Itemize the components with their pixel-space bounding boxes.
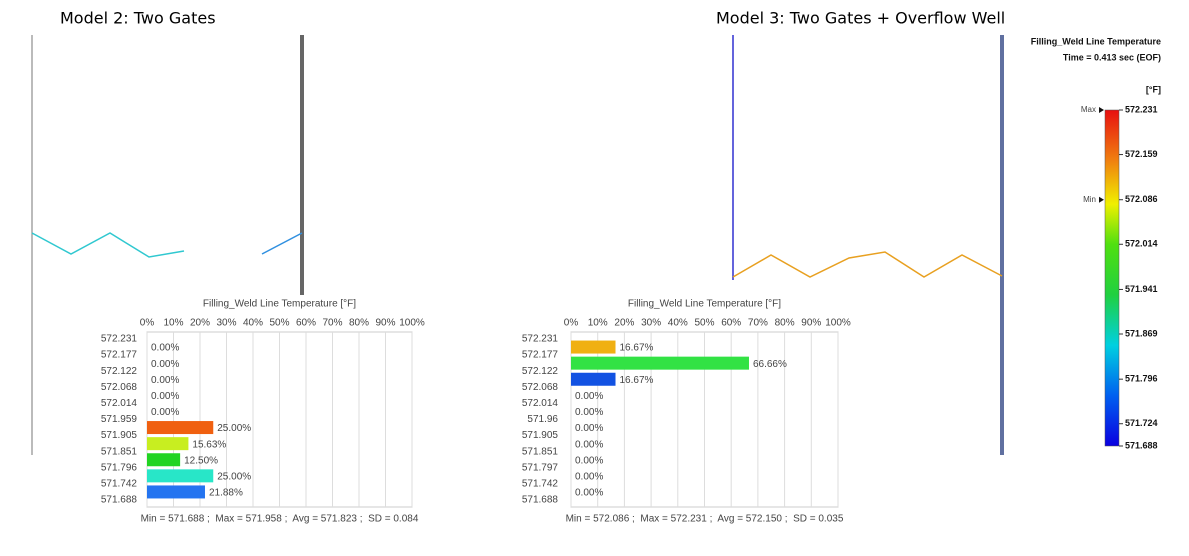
bar (147, 453, 181, 467)
scale-label: 572.159 (1125, 149, 1158, 159)
value-label: 16.67% (620, 343, 654, 354)
model-3-view (732, 35, 1004, 455)
bin-label: 571.688 (101, 495, 138, 506)
value-label: 0.00% (151, 375, 179, 386)
scale-label: 571.688 (1125, 440, 1158, 450)
scale-label: 572.231 (1125, 104, 1158, 114)
x-tick-label: 50% (694, 318, 714, 329)
x-tick-label: 70% (748, 318, 768, 329)
bar (147, 437, 189, 451)
x-tick-label: 20% (614, 318, 634, 329)
bin-label: 572.014 (522, 398, 559, 409)
value-label: 0.00% (575, 488, 603, 499)
bin-label: 572.068 (101, 382, 138, 393)
x-tick-label: 0% (564, 318, 579, 329)
heading: Model 2: Two Gates (60, 9, 216, 28)
value-label: 0.00% (151, 343, 179, 354)
x-tick-label: 90% (801, 318, 821, 329)
scale-label: 571.941 (1125, 284, 1158, 294)
bar (571, 340, 616, 354)
x-tick-label: 100% (399, 318, 425, 329)
value-label: 25.00% (217, 471, 251, 482)
bin-label: 572.068 (522, 382, 559, 393)
value-label: 0.00% (575, 391, 603, 402)
bin-label: 571.96 (527, 414, 558, 425)
value-label: 25.00% (217, 423, 251, 434)
bin-label: 571.688 (522, 495, 559, 506)
legend-time: Time = 0.413 sec (EOF) (1063, 52, 1161, 62)
scale-label: 571.796 (1125, 374, 1158, 384)
bin-label: 571.742 (101, 479, 138, 490)
bin-label: 572.231 (101, 334, 138, 345)
heading: Model 3: Two Gates + Overflow Well (716, 9, 1005, 28)
chart-title: Filling_Weld Line Temperature [°F] (628, 299, 781, 310)
value-label: 0.00% (151, 407, 179, 418)
bin-label: 571.742 (522, 479, 559, 490)
value-label: 21.88% (209, 488, 243, 499)
bin-label: 571.851 (522, 446, 559, 457)
x-tick-label: 10% (163, 318, 183, 329)
bin-label: 572.231 (522, 334, 559, 345)
bin-label: 571.797 (522, 462, 559, 473)
bin-label: 571.905 (101, 430, 138, 441)
x-tick-label: 50% (269, 318, 289, 329)
x-tick-label: 60% (721, 318, 741, 329)
bin-label: 571.796 (101, 462, 138, 473)
scale-marker (1099, 107, 1104, 113)
x-tick-label: 40% (668, 318, 688, 329)
value-label: 0.00% (575, 471, 603, 482)
value-label: 0.00% (575, 439, 603, 450)
legend-unit: [°F] (1146, 84, 1161, 94)
value-label: 12.50% (184, 455, 218, 466)
x-tick-label: 20% (190, 318, 210, 329)
value-label: 0.00% (151, 359, 179, 370)
model-2-view (31, 35, 304, 455)
bin-label: 572.177 (101, 350, 138, 361)
x-tick-label: 30% (216, 318, 236, 329)
scale-marker-label: Max (1081, 105, 1096, 114)
bar (571, 356, 749, 370)
colorbar (1104, 109, 1120, 447)
bin-label: 571.851 (101, 446, 138, 457)
value-label: 0.00% (151, 391, 179, 402)
x-tick-label: 60% (296, 318, 316, 329)
scale-marker-label: Min (1083, 195, 1096, 204)
x-tick-label: 30% (641, 318, 661, 329)
scale-marker (1099, 196, 1104, 203)
bar (147, 469, 214, 483)
bar (571, 372, 616, 386)
scale-label: 572.014 (1125, 239, 1158, 249)
chart-footer: Min = 572.086 ; Max = 572.231 ; Avg = 57… (566, 514, 844, 525)
x-tick-label: 90% (375, 318, 395, 329)
chart-footer: Min = 571.688 ; Max = 571.958 ; Avg = 57… (141, 514, 419, 525)
scale-label: 571.869 (1125, 328, 1158, 338)
legend-title: Filling_Weld Line Temperature (1031, 36, 1161, 46)
value-label: 16.67% (620, 375, 654, 386)
bin-label: 572.177 (522, 350, 559, 361)
value-label: 0.00% (575, 423, 603, 434)
x-tick-label: 40% (243, 318, 263, 329)
x-tick-label: 0% (140, 318, 155, 329)
bar (147, 421, 214, 435)
bin-label: 571.959 (101, 414, 138, 425)
bin-label: 572.014 (101, 398, 138, 409)
bar (147, 485, 205, 499)
chart-title: Filling_Weld Line Temperature [°F] (203, 299, 356, 310)
x-tick-label: 80% (349, 318, 369, 329)
bin-label: 572.122 (101, 366, 138, 377)
x-tick-label: 100% (825, 318, 851, 329)
value-label: 66.66% (753, 359, 787, 370)
value-label: 0.00% (575, 455, 603, 466)
x-tick-label: 70% (322, 318, 342, 329)
scale-label: 571.724 (1125, 418, 1158, 428)
value-label: 15.63% (192, 439, 226, 450)
scale-label: 572.086 (1125, 194, 1158, 204)
x-tick-label: 10% (588, 318, 608, 329)
x-tick-label: 80% (775, 318, 795, 329)
bin-label: 571.905 (522, 430, 559, 441)
bin-label: 572.122 (522, 366, 559, 377)
value-label: 0.00% (575, 407, 603, 418)
